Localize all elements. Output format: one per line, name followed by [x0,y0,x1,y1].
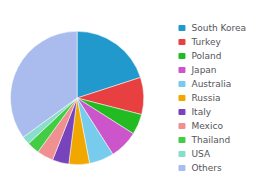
svg-text:Others: Others [191,163,222,173]
svg-text:Mexico: Mexico [191,121,223,131]
svg-text:Japan: Japan [190,65,216,75]
svg-text:Turkey: Turkey [190,37,221,47]
svg-text:USA: USA [191,149,210,159]
svg-text:South Korea: South Korea [191,23,246,33]
svg-text:Thailand: Thailand [190,135,230,145]
svg-text:Italy: Italy [191,107,211,117]
svg-text:Russia: Russia [191,93,220,103]
svg-text:Australia: Australia [191,79,231,89]
svg-text:Poland: Poland [191,51,221,61]
